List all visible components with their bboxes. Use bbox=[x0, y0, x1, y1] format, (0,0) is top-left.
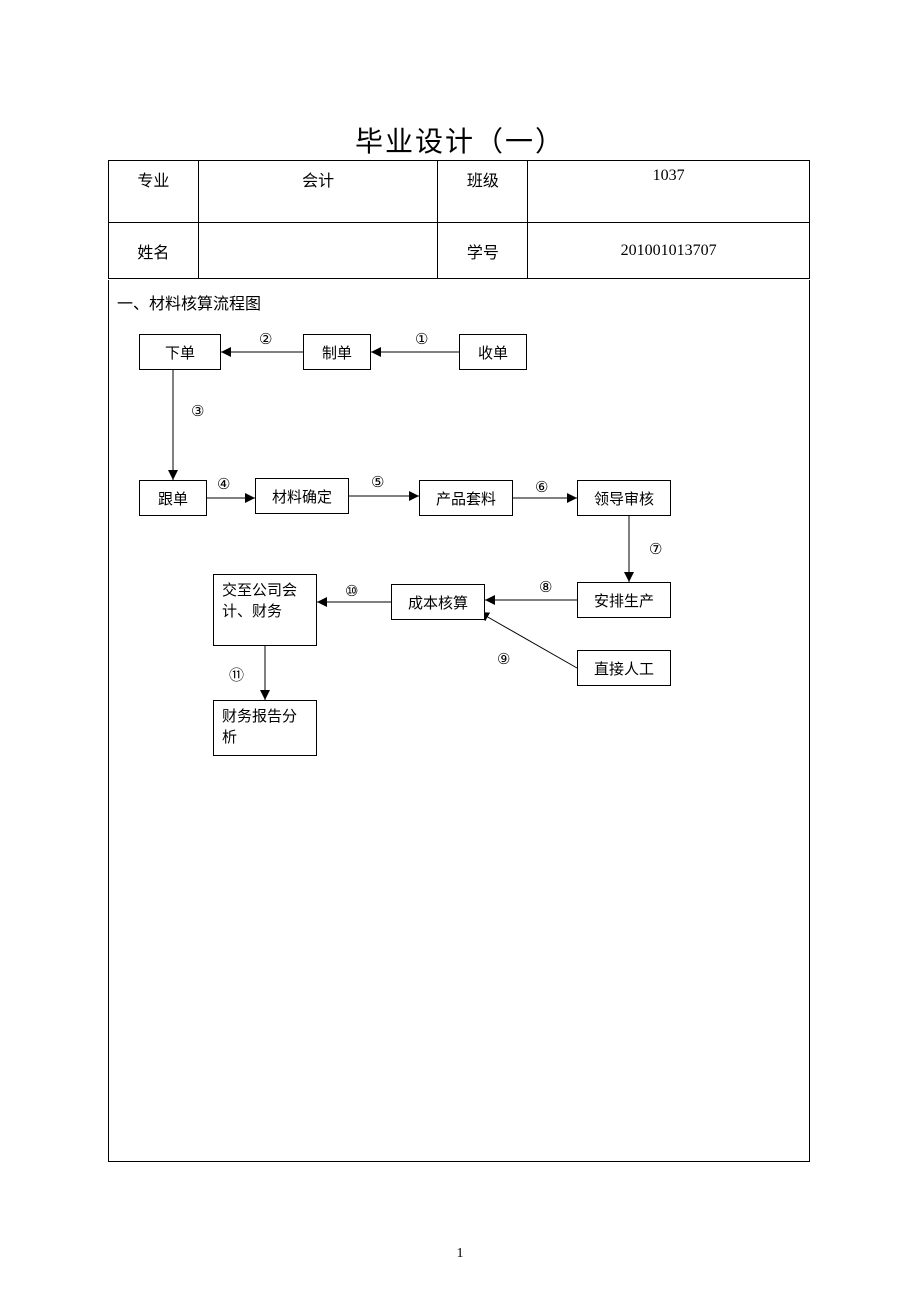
flow-node-caiwu: 财务报告分析 bbox=[213, 700, 317, 756]
name-label: 姓名 bbox=[109, 223, 199, 279]
class-label: 班级 bbox=[438, 161, 528, 223]
info-table: 专业 会计 班级 1037 姓名 学号 201001013707 bbox=[108, 160, 810, 279]
flow-node-lingdao: 领导审核 bbox=[577, 480, 671, 516]
flow-edge-label-e8: ⑧ bbox=[539, 578, 552, 597]
flow-node-xiadan: 下单 bbox=[139, 334, 221, 370]
flow-node-chanpin: 产品套料 bbox=[419, 480, 513, 516]
id-label: 学号 bbox=[438, 223, 528, 279]
name-value bbox=[198, 223, 438, 279]
flowchart: 下单 制单 收单跟单 材料确定 产品套料 领导审核安排生产直接人工 成本核算 交至公司会计、财… bbox=[109, 280, 811, 1162]
major-label: 专业 bbox=[109, 161, 199, 223]
flow-edge-label-e3: ③ bbox=[191, 402, 204, 421]
body-cell: 一、材料核算流程图 下单制单收单跟单材料确定产品套料领导审核安排生产直接人工成本… bbox=[108, 280, 810, 1162]
page-title: 毕业设计（一） bbox=[0, 120, 920, 160]
flow-edge-label-e4: ④ bbox=[217, 475, 230, 494]
table-row: 姓名 学号 201001013707 bbox=[109, 223, 810, 279]
flow-edge-label-e11: ⑪ bbox=[229, 664, 244, 685]
flow-node-zhidan: 制单 bbox=[303, 334, 371, 370]
flow-edge-label-e1: ① bbox=[415, 330, 428, 349]
id-value: 201001013707 bbox=[528, 223, 810, 279]
flow-node-jiaozhi: 交至公司会计、财务 bbox=[213, 574, 317, 646]
flow-edge-label-e7: ⑦ bbox=[649, 540, 662, 559]
flow-edge-label-e9: ⑨ bbox=[497, 650, 510, 669]
flow-node-zhijie: 直接人工 bbox=[577, 650, 671, 686]
class-value: 1037 bbox=[528, 161, 810, 223]
major-value: 会计 bbox=[198, 161, 438, 223]
flow-node-shoudan: 收单 bbox=[459, 334, 527, 370]
flow-edge-label-e5: ⑤ bbox=[371, 473, 384, 492]
flow-node-cailiao: 材料确定 bbox=[255, 478, 349, 514]
flow-edge-label-e10: ⑩ bbox=[345, 582, 358, 601]
flow-node-chengben: 成本核算 bbox=[391, 584, 485, 620]
flow-node-gendan: 跟单 bbox=[139, 480, 207, 516]
flow-edge-e9 bbox=[479, 612, 577, 668]
page: 毕业设计（一） 专业 会计 班级 1037 姓名 学号 201001013707… bbox=[0, 0, 920, 1302]
flow-edge-label-e6: ⑥ bbox=[535, 478, 548, 497]
table-row: 专业 会计 班级 1037 bbox=[109, 161, 810, 223]
page-number: 1 bbox=[0, 1246, 920, 1262]
flow-node-anpai: 安排生产 bbox=[577, 582, 671, 618]
flow-edge-label-e2: ② bbox=[259, 330, 272, 349]
